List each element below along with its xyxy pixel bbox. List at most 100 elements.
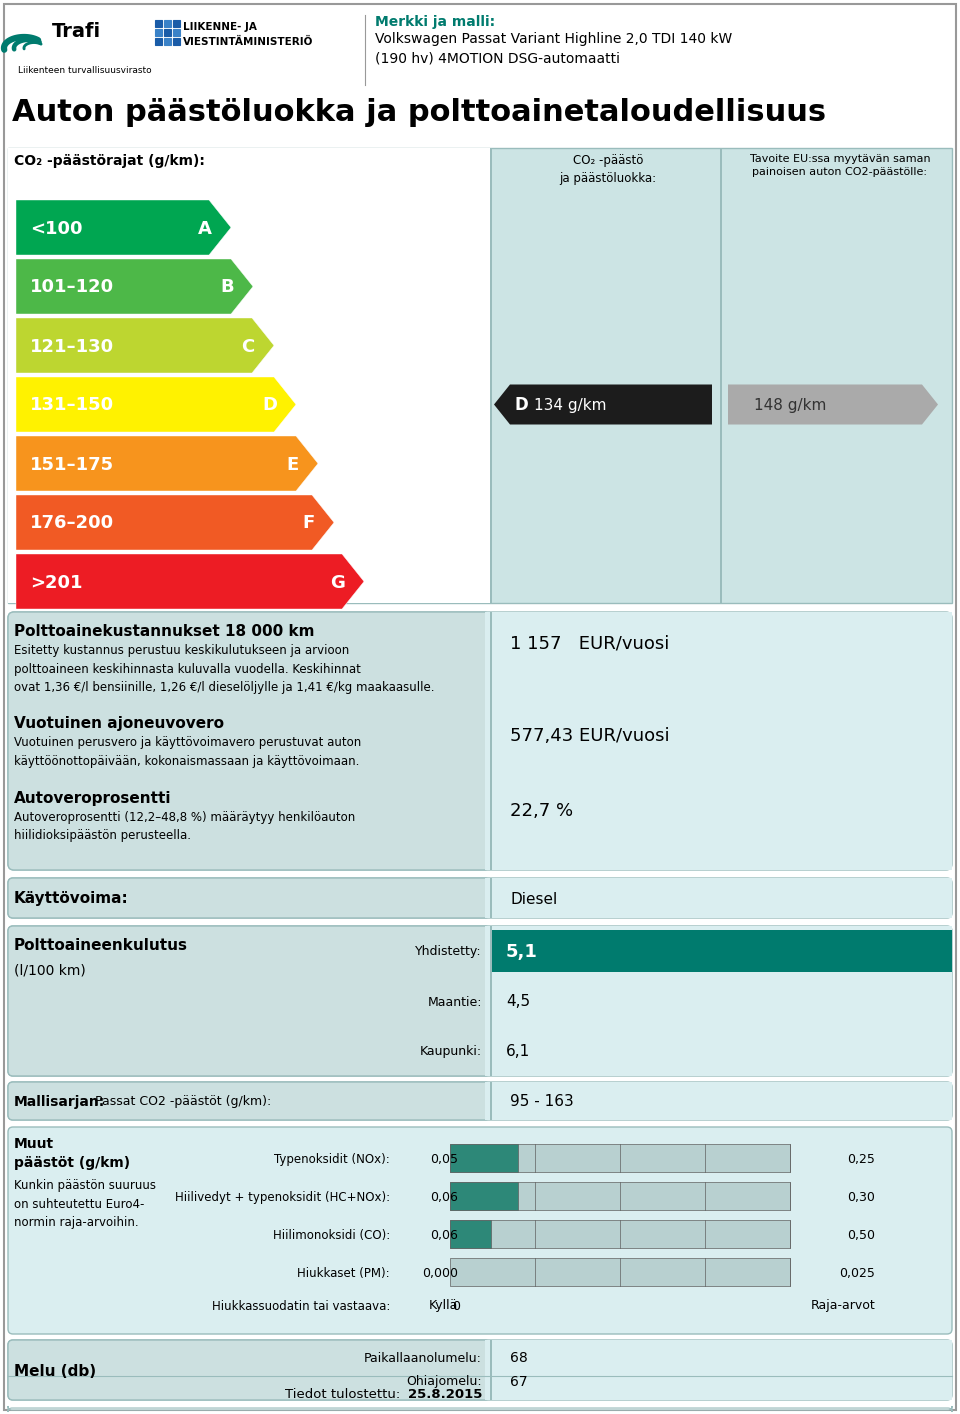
Bar xyxy=(485,878,952,918)
FancyBboxPatch shape xyxy=(8,1082,490,1120)
FancyBboxPatch shape xyxy=(8,926,490,1076)
Polygon shape xyxy=(16,554,364,609)
Bar xyxy=(485,926,952,1076)
Text: Käyttövoima:: Käyttövoima: xyxy=(14,891,129,906)
Text: Polttoainekustannukset 18 000 km: Polttoainekustannukset 18 000 km xyxy=(14,624,315,639)
Bar xyxy=(490,878,492,918)
Text: CO₂ -päästö
ja päästöluokka:: CO₂ -päästö ja päästöluokka: xyxy=(560,154,657,185)
Text: 95 - 163: 95 - 163 xyxy=(510,1094,574,1110)
Text: 4,5: 4,5 xyxy=(506,994,530,1010)
FancyBboxPatch shape xyxy=(8,1082,952,1120)
Polygon shape xyxy=(16,199,231,255)
Text: 0,30: 0,30 xyxy=(847,1191,875,1203)
Bar xyxy=(8,148,490,602)
Text: Diesel: Diesel xyxy=(510,891,557,906)
FancyBboxPatch shape xyxy=(8,1406,952,1413)
Text: Melu (db): Melu (db) xyxy=(14,1363,96,1379)
Bar xyxy=(155,20,162,27)
Text: Volkswagen Passat Variant Highline 2,0 TDI 140 kW
(190 hv) 4MOTION DSG-automaatt: Volkswagen Passat Variant Highline 2,0 T… xyxy=(375,33,732,65)
Text: 131–150: 131–150 xyxy=(30,396,114,414)
Text: >201: >201 xyxy=(30,574,83,591)
Text: 0: 0 xyxy=(452,1299,460,1312)
Text: Maantie:: Maantie: xyxy=(427,995,482,1008)
Text: 151–175: 151–175 xyxy=(30,455,114,474)
Polygon shape xyxy=(16,318,274,373)
Text: 101–120: 101–120 xyxy=(30,279,114,297)
Bar xyxy=(450,1182,518,1210)
FancyBboxPatch shape xyxy=(8,878,490,918)
Polygon shape xyxy=(494,385,712,424)
Text: 0,06: 0,06 xyxy=(430,1229,458,1241)
Text: A: A xyxy=(198,219,212,238)
Text: 121–130: 121–130 xyxy=(30,338,114,355)
Bar xyxy=(720,148,722,602)
Text: Kyllä: Kyllä xyxy=(428,1299,458,1312)
Text: 5,1: 5,1 xyxy=(506,943,538,962)
FancyBboxPatch shape xyxy=(8,1340,490,1400)
Text: D: D xyxy=(514,396,528,414)
Bar xyxy=(164,38,171,45)
Text: Vuotuinen perusvero ja käyttövoimavero perustuvat auton
käyttöönottopäivään, kok: Vuotuinen perusvero ja käyttövoimavero p… xyxy=(14,737,361,768)
Bar xyxy=(450,1258,790,1285)
Text: Vuotuinen ajoneuvovero: Vuotuinen ajoneuvovero xyxy=(14,715,224,731)
Text: Hiukkassuodatin tai vastaava:: Hiukkassuodatin tai vastaava: xyxy=(211,1299,390,1312)
FancyBboxPatch shape xyxy=(8,878,952,918)
Text: E: E xyxy=(286,455,299,474)
Bar xyxy=(450,1182,790,1210)
FancyBboxPatch shape xyxy=(8,612,952,870)
Text: D: D xyxy=(262,396,277,414)
Text: Autoveroprosentti (12,2–48,8 %) määräytyy henkilöauton
hiilidioksipäästön perust: Autoveroprosentti (12,2–48,8 %) määräyty… xyxy=(14,812,355,843)
Text: F: F xyxy=(301,515,314,533)
Text: 0,05: 0,05 xyxy=(430,1152,458,1165)
Bar xyxy=(155,30,162,35)
Bar xyxy=(490,148,492,602)
Text: Auton päästöluokka ja polttoainetaloudellisuus: Auton päästöluokka ja polttoainetaloudel… xyxy=(12,98,827,127)
Text: Liikenteen turvallisuusvirasto: Liikenteen turvallisuusvirasto xyxy=(18,66,152,75)
Text: 176–200: 176–200 xyxy=(30,515,114,533)
Text: Autoveroprosentti: Autoveroprosentti xyxy=(14,790,172,806)
Text: 134 g/km: 134 g/km xyxy=(534,397,607,413)
Text: Tavoite EU:ssa myytävän saman
painoisen auton CO2-päästölle:: Tavoite EU:ssa myytävän saman painoisen … xyxy=(750,154,930,177)
Text: C: C xyxy=(241,338,254,355)
Text: 0,000: 0,000 xyxy=(422,1267,458,1280)
Text: Passat CO2 -päästöt (g/km):: Passat CO2 -päästöt (g/km): xyxy=(95,1096,272,1109)
FancyBboxPatch shape xyxy=(8,926,952,1076)
Text: 68: 68 xyxy=(510,1350,528,1365)
Text: 67: 67 xyxy=(510,1374,528,1389)
Polygon shape xyxy=(16,495,334,550)
Bar xyxy=(173,30,180,35)
FancyBboxPatch shape xyxy=(8,612,490,870)
Text: Polttoaineenkulutus: Polttoaineenkulutus xyxy=(14,937,188,953)
Text: Muut
päästöt (g/km): Muut päästöt (g/km) xyxy=(14,1137,131,1171)
Bar xyxy=(485,612,952,870)
Bar xyxy=(485,1340,952,1400)
Bar xyxy=(490,1082,492,1120)
Bar xyxy=(450,1144,790,1172)
Text: Tiedot tulostettu:: Tiedot tulostettu: xyxy=(285,1387,400,1400)
Text: G: G xyxy=(330,574,346,591)
Polygon shape xyxy=(16,259,253,314)
Text: CO₂ -päästörajat (g/km):: CO₂ -päästörajat (g/km): xyxy=(14,154,204,168)
Text: 0,025: 0,025 xyxy=(839,1267,875,1280)
Text: (l/100 km): (l/100 km) xyxy=(14,964,85,978)
Text: 0,06: 0,06 xyxy=(430,1191,458,1203)
Bar xyxy=(450,1144,518,1172)
Text: Hiilivedyt + typenoksidit (HC+NOx):: Hiilivedyt + typenoksidit (HC+NOx): xyxy=(175,1191,390,1203)
Bar xyxy=(490,1340,492,1400)
Bar xyxy=(492,930,952,971)
FancyBboxPatch shape xyxy=(8,1127,952,1333)
Text: 1 157   EUR/vuosi: 1 157 EUR/vuosi xyxy=(510,633,669,652)
Text: Kaupunki:: Kaupunki: xyxy=(420,1045,482,1059)
Text: Hiukkaset (PM):: Hiukkaset (PM): xyxy=(298,1267,390,1280)
Text: Yhdistetty:: Yhdistetty: xyxy=(416,946,482,959)
Bar xyxy=(164,20,171,27)
Text: 0,50: 0,50 xyxy=(847,1229,875,1241)
Text: 6,1: 6,1 xyxy=(506,1045,530,1059)
Bar xyxy=(164,30,171,35)
Polygon shape xyxy=(16,378,296,433)
Text: Trafi: Trafi xyxy=(52,23,101,41)
Text: LIIKENNE- JA
VIESTINTÄMINISTERIÖ: LIIKENNE- JA VIESTINTÄMINISTERIÖ xyxy=(183,23,313,47)
Text: Merkki ja malli:: Merkki ja malli: xyxy=(375,16,495,30)
Text: Mallisarjan:: Mallisarjan: xyxy=(14,1094,106,1109)
Text: 22,7 %: 22,7 % xyxy=(510,802,573,820)
